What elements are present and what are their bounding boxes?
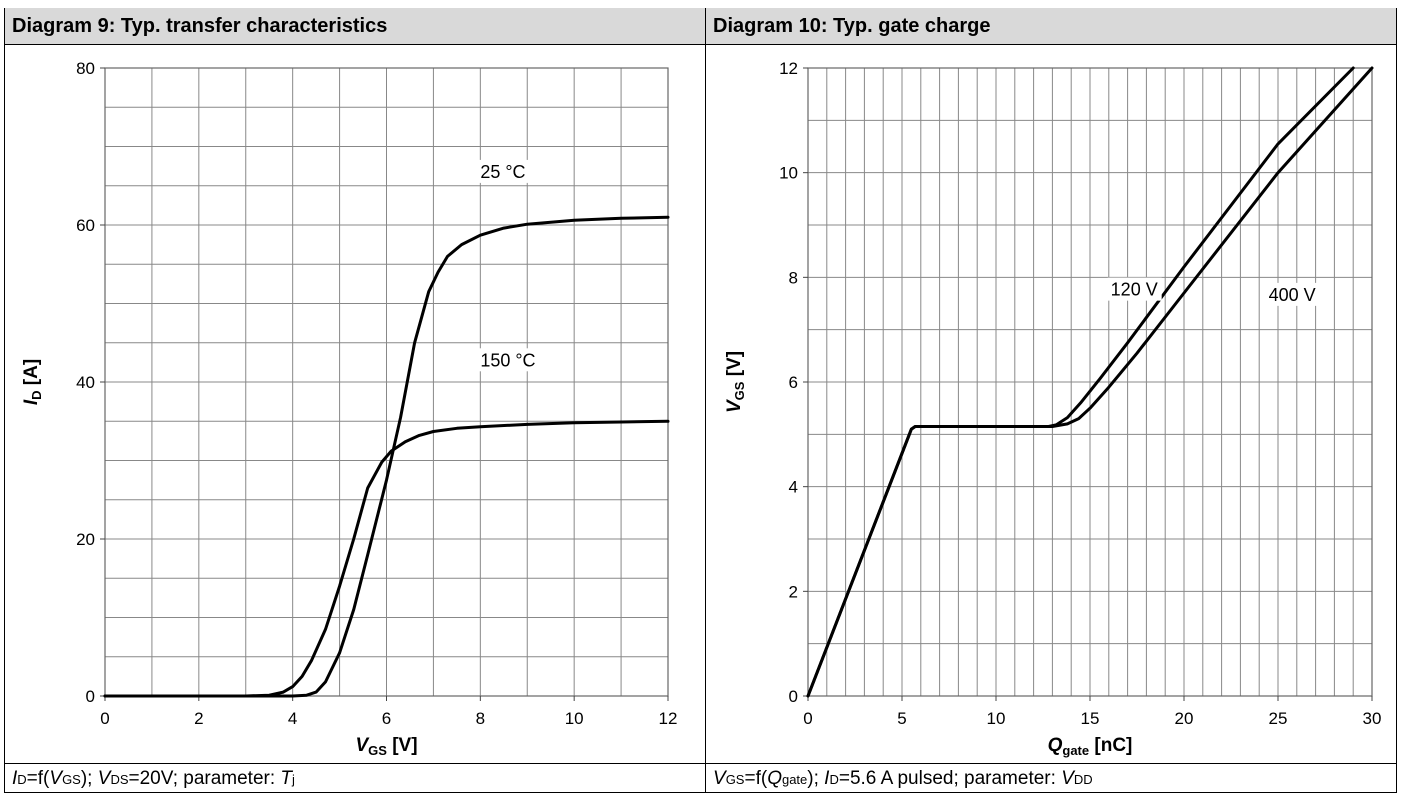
chart1-annotation-2: 150 °C xyxy=(480,350,535,370)
chart1-annotation-bg xyxy=(477,348,541,372)
chart2-x-tick-label: 25 xyxy=(1269,709,1288,728)
chart1-y-tick-label: 0 xyxy=(86,687,95,706)
caption-part: D xyxy=(829,772,839,787)
caption-part: I xyxy=(824,768,830,789)
chart2-x-tick-label: 30 xyxy=(1363,709,1382,728)
chart2-y-tick-label: 10 xyxy=(779,164,798,183)
chart1-x-tick-label: 10 xyxy=(565,709,584,728)
chart1-y-tick-label: 80 xyxy=(76,59,95,78)
chart2-y-tick-label: 4 xyxy=(789,478,798,497)
caption-part: V xyxy=(97,768,111,789)
caption-part: I xyxy=(12,768,18,789)
caption-part: =20V; parameter: xyxy=(128,768,281,789)
chart2-y-tick-label: 12 xyxy=(779,59,798,78)
chart2-x-tick-label: 5 xyxy=(897,709,906,728)
diagram-10-title: Diagram 10: Typ. gate charge xyxy=(713,15,991,37)
panel-divider xyxy=(705,8,706,793)
caption-part: V xyxy=(1061,768,1074,789)
caption-part: GS xyxy=(62,772,81,787)
diagram-10-caption: VGS=f(Qgate); ID=5.6 A pulsed; parameter… xyxy=(706,764,1093,793)
caption-part: DD xyxy=(1073,772,1093,787)
diagram-10-header: Diagram 10: Typ. gate charge xyxy=(706,8,1396,44)
chart2-y-tick-label: 0 xyxy=(789,687,798,706)
chart1-x-tick-label: 8 xyxy=(476,709,485,728)
chart1-y-tick-label: 60 xyxy=(76,216,95,235)
chart1-x-axis-label: VGS [V] xyxy=(355,735,417,758)
caption-part: V xyxy=(713,768,726,789)
chart1-x-tick-label: 2 xyxy=(194,709,203,728)
caption-part: =f( xyxy=(744,768,768,789)
chart1-y-axis-label: ID [A] xyxy=(21,359,44,405)
chart2-annotation-1: 120 V xyxy=(1111,280,1158,300)
caption-part: j xyxy=(292,772,295,787)
chart2-annotation-bg xyxy=(1107,277,1162,301)
chart1-x-tick-label: 6 xyxy=(382,709,391,728)
chart2-x-tick-label: 15 xyxy=(1081,709,1100,728)
chart2-series-line-2 xyxy=(806,66,1374,698)
chart2-annotation-2: 400 V xyxy=(1269,285,1316,305)
caption-part: T xyxy=(280,768,293,789)
chart2-annotation-bg xyxy=(1265,282,1320,306)
caption-part: =5.6 A pulsed; parameter: xyxy=(838,768,1062,789)
chart2-y-tick-label: 8 xyxy=(789,268,798,287)
caption-part: gate xyxy=(781,772,808,787)
caption-part: ); xyxy=(807,768,825,789)
chart2-y-tick-label: 6 xyxy=(789,373,798,392)
footer-rule xyxy=(4,763,1397,764)
header-rule xyxy=(4,44,1397,45)
caption-part: ); xyxy=(80,768,98,789)
chart1-y-tick-label: 40 xyxy=(76,373,95,392)
caption-part: Q xyxy=(767,768,782,789)
chart1-annotation-1: 25 °C xyxy=(480,162,525,182)
chart1-series-line-2 xyxy=(103,419,670,698)
chart1-y-tick-label: 20 xyxy=(76,530,95,549)
chart1-annotation-bg xyxy=(477,159,532,183)
caption-part: V xyxy=(49,768,63,789)
chart1-x-tick-label: 0 xyxy=(100,709,109,728)
chart2-x-tick-label: 20 xyxy=(1175,709,1194,728)
diagram-9-caption: ID=f(VGS); VDS=20V; parameter: Tj xyxy=(5,764,295,793)
chart2-x-tick-label: 10 xyxy=(987,709,1006,728)
diagram-9-header: Diagram 9: Typ. transfer characteristics xyxy=(5,8,705,44)
chart2-y-axis-label: VGS [V] xyxy=(724,351,747,413)
caption-part: =f( xyxy=(26,768,50,789)
chart2-x-axis-label: Qgate [nC] xyxy=(1048,735,1133,758)
caption-part: D xyxy=(17,772,27,787)
chart1-x-tick-label: 4 xyxy=(288,709,297,728)
caption-part: DS xyxy=(110,772,129,787)
chart2-x-tick-label: 0 xyxy=(803,709,812,728)
chart1-series-line-1 xyxy=(103,215,670,698)
caption-part: GS xyxy=(725,772,745,787)
chart1-x-tick-label: 12 xyxy=(659,709,678,728)
diagram-9-title: Diagram 9: Typ. transfer characteristics xyxy=(12,15,388,37)
chart2-y-tick-label: 2 xyxy=(789,582,798,601)
